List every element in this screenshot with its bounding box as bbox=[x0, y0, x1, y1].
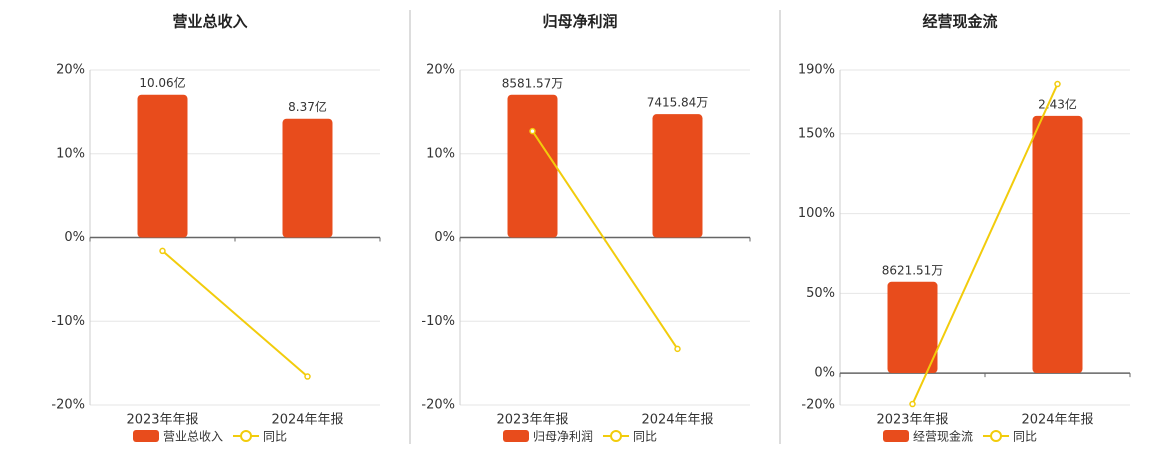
legend-label: 同比 bbox=[633, 430, 657, 444]
line bbox=[911, 83, 1059, 405]
legend-swatch bbox=[990, 430, 1003, 442]
y-tick-label: 190% bbox=[798, 63, 835, 78]
y-tick-label: -10% bbox=[51, 314, 85, 329]
y-tick-label: 10% bbox=[426, 146, 455, 161]
value-label: 8.37亿 bbox=[288, 99, 327, 114]
y-tick-label: 20% bbox=[426, 63, 455, 78]
y-tick-label: 0% bbox=[814, 366, 835, 381]
legend-label: 同比 bbox=[1013, 430, 1037, 444]
y-tick-label: 0% bbox=[64, 230, 85, 245]
legend-swatch bbox=[240, 430, 253, 442]
bar bbox=[507, 94, 558, 238]
legend-label: 营业总收入 bbox=[163, 430, 223, 444]
legend-swatch bbox=[503, 430, 529, 442]
value-label: 2.43亿 bbox=[1038, 96, 1077, 111]
line bbox=[531, 130, 679, 350]
y-tick-label: 100% bbox=[798, 206, 835, 221]
value-label: 7415.84万 bbox=[647, 96, 709, 110]
x-tick-label: 2023年年报 bbox=[126, 413, 198, 428]
y-tick-label: 0% bbox=[434, 230, 455, 245]
bar bbox=[282, 118, 333, 238]
line-point bbox=[529, 127, 536, 135]
line-point bbox=[159, 247, 166, 255]
x-tick-label: 2023年年报 bbox=[876, 413, 948, 428]
bar bbox=[887, 281, 938, 373]
line-point bbox=[1054, 80, 1061, 88]
chart-title: 营业总收入 bbox=[172, 13, 247, 31]
chart-title: 经营现金流 bbox=[922, 13, 997, 31]
bar bbox=[1032, 115, 1083, 373]
y-tick-label: -20% bbox=[51, 398, 85, 413]
value-label: 10.06亿 bbox=[139, 75, 185, 90]
x-tick-label: 2024年年报 bbox=[271, 413, 343, 428]
y-tick-label: -20% bbox=[801, 398, 835, 413]
bar bbox=[652, 114, 703, 238]
legend-swatch bbox=[133, 430, 159, 442]
value-label: 8581.57万 bbox=[502, 76, 564, 90]
legend-label: 归母净利润 bbox=[533, 430, 593, 444]
bar bbox=[137, 94, 188, 238]
y-tick-label: 20% bbox=[56, 63, 85, 78]
line-point bbox=[304, 373, 311, 380]
y-tick-label: 150% bbox=[798, 126, 835, 141]
x-tick-label: 2023年年报 bbox=[496, 413, 568, 428]
line bbox=[161, 250, 309, 378]
legend-swatch bbox=[610, 430, 623, 442]
y-tick-label: -10% bbox=[421, 314, 455, 329]
x-tick-label: 2024年年报 bbox=[1021, 413, 1093, 428]
legend-label: 经营现金流 bbox=[913, 429, 973, 444]
y-tick-label: 50% bbox=[806, 286, 835, 301]
y-tick-label: -20% bbox=[421, 398, 455, 413]
line-point bbox=[674, 345, 681, 353]
legend-swatch bbox=[883, 430, 909, 442]
legend-label: 同比 bbox=[263, 430, 287, 444]
value-label: 8621.51万 bbox=[882, 263, 944, 277]
y-tick-label: 10% bbox=[56, 146, 85, 161]
x-tick-label: 2024年年报 bbox=[641, 413, 713, 428]
chart-title: 归母净利润 bbox=[542, 13, 617, 31]
line-point bbox=[909, 400, 916, 408]
